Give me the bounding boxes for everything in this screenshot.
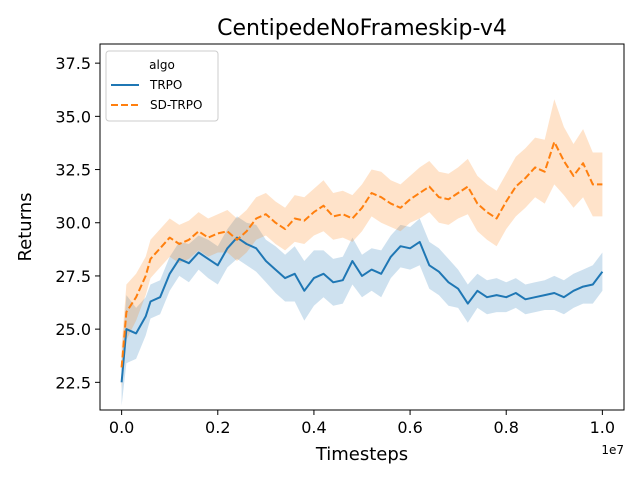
y-tick-label: 35.0 [55,107,91,126]
y-tick-label: 30.0 [55,214,91,233]
x-tick-label: 0.8 [493,418,518,437]
y-tick-label: 27.5 [55,267,91,286]
x-tick-label: 0.4 [301,418,326,437]
x-tick-label: 0.0 [109,418,134,437]
confidence-bands [121,99,603,406]
y-axis-label: Returns [15,192,36,261]
legend-label-sd-trpo: SD-TRPO [150,98,202,112]
band-sd-trpo [121,99,603,389]
plot-area [120,99,604,406]
legend-label-trpo: TRPO [149,78,182,92]
legend: algo TRPO SD-TRPO [105,50,219,122]
y-tick-label: 37.5 [55,54,91,73]
y-axis-ticks: 22.5 25.0 27.5 30.0 32.5 35.0 37.5 [55,54,100,392]
legend-box [105,50,219,122]
y-tick-label: 25.0 [55,320,91,339]
x-axis-offset-label: 1e7 [601,443,624,457]
plot-frame [99,43,625,411]
series-lines [120,140,604,383]
x-tick-label: 0.6 [397,418,422,437]
x-axis-ticks: 0.0 0.2 0.4 0.6 0.8 1.0 [109,410,615,437]
series-line-trpo [120,236,604,383]
legend-title: algo [149,58,175,72]
x-axis-label: Timesteps [315,444,408,465]
x-tick-label: 1.0 [590,418,615,437]
band-trpo [121,216,603,406]
x-tick-label: 0.2 [205,418,230,437]
series-line-sd-trpo [120,140,603,368]
chart-title: CentipedeNoFrameskip-v4 [217,16,507,41]
y-tick-label: 22.5 [55,373,91,392]
y-tick-label: 32.5 [55,161,91,180]
